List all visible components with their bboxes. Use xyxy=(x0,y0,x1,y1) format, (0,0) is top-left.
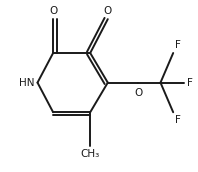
Text: CH₃: CH₃ xyxy=(81,149,100,159)
Text: O: O xyxy=(104,6,112,16)
Text: HN: HN xyxy=(19,78,35,88)
Text: F: F xyxy=(187,78,193,88)
Text: F: F xyxy=(175,115,181,125)
Text: O: O xyxy=(134,88,142,98)
Text: F: F xyxy=(175,40,181,50)
Text: O: O xyxy=(49,6,57,16)
